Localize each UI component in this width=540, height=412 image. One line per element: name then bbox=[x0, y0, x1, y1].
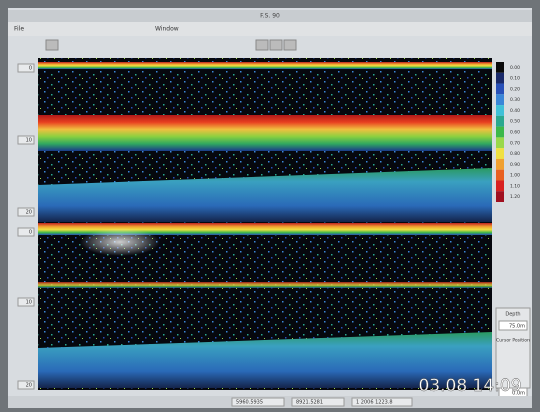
window-title: F.S. 90 bbox=[260, 13, 280, 20]
menu-item[interactable]: Window bbox=[155, 26, 179, 33]
colorbar-swatch bbox=[496, 148, 504, 159]
colorbar-label: 0.90 bbox=[510, 162, 520, 168]
colorbar-label: 1.20 bbox=[510, 194, 520, 200]
status-text: 5960.5935 bbox=[236, 400, 263, 406]
colorbar-swatch bbox=[496, 62, 504, 73]
colorbar-label: 0.20 bbox=[510, 86, 520, 92]
colorbar-swatch bbox=[496, 127, 504, 138]
toolbar-button[interactable] bbox=[270, 40, 282, 50]
colorbar-swatch bbox=[496, 84, 504, 95]
colorbar-swatch bbox=[496, 159, 504, 170]
status-text: 1 2006 1223.8 bbox=[356, 400, 393, 406]
colorbar-swatch bbox=[496, 73, 504, 84]
colorbar-label: 0.50 bbox=[510, 119, 520, 125]
colorbar-swatch bbox=[496, 105, 504, 116]
screen-photo: F.S. 90 File Window 0 10 20 0 10 20 0.00 0.10 0… bbox=[0, 0, 540, 412]
axis-label: 0 bbox=[29, 230, 32, 236]
axis-label: 0 bbox=[29, 66, 32, 72]
timestamp: 03.08 14:09 bbox=[418, 376, 521, 396]
colorbar-label: 0.10 bbox=[510, 76, 520, 82]
colorbar-swatch bbox=[496, 180, 504, 191]
colorbar-swatch bbox=[496, 94, 504, 105]
colorbar-swatch bbox=[496, 191, 504, 202]
menu-item[interactable]: File bbox=[14, 26, 24, 33]
axis-label: 10 bbox=[26, 138, 32, 144]
cursor-label: Cursor Position bbox=[496, 338, 530, 344]
echo-line bbox=[38, 282, 492, 288]
axis-label: 20 bbox=[26, 383, 32, 389]
depth-label: Depth bbox=[505, 312, 520, 318]
colorbar-label: 0.40 bbox=[510, 108, 520, 114]
toolbar-button[interactable] bbox=[284, 40, 296, 50]
colorbar-label: 0.00 bbox=[510, 65, 520, 71]
menu-bar bbox=[8, 22, 532, 36]
colorbar-label: 0.30 bbox=[510, 97, 520, 103]
colorbar-swatch bbox=[496, 137, 504, 148]
echogram bbox=[38, 58, 492, 390]
colorbar-label: 1.10 bbox=[510, 183, 520, 189]
axis-label: 10 bbox=[26, 300, 32, 306]
toolbar-button[interactable] bbox=[46, 40, 58, 50]
glare bbox=[80, 228, 160, 256]
colorbar-label: 0.80 bbox=[510, 151, 520, 157]
colorbar-swatch bbox=[496, 170, 504, 181]
colorbar-swatch bbox=[496, 116, 504, 127]
depth-value: 75.0m bbox=[509, 324, 525, 330]
colorbar-label: 0.60 bbox=[510, 130, 520, 136]
status-text: 8921.5281 bbox=[296, 400, 323, 406]
colorbar-label: 1.00 bbox=[510, 173, 520, 179]
axis-label: 20 bbox=[26, 210, 32, 216]
echo-band bbox=[38, 115, 492, 151]
colorbar-label: 0.70 bbox=[510, 140, 520, 146]
echo-line bbox=[38, 62, 492, 69]
toolbar-button[interactable] bbox=[256, 40, 268, 50]
